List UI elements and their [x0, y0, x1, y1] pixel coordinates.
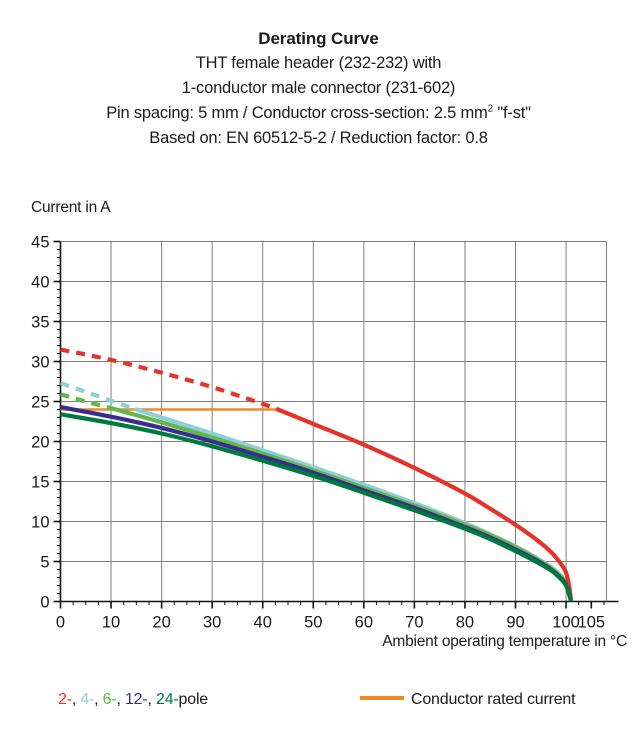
y-tick-label: 10	[31, 514, 49, 532]
legend-pole-2: 2-	[58, 691, 72, 708]
legend-pole-6: 6-	[102, 691, 117, 708]
title-line-2: THT female header (232-232) with	[195, 54, 442, 72]
y-tick-label: 25	[31, 394, 49, 412]
x-tick-label: 50	[304, 614, 322, 632]
y-tick-label: 40	[31, 274, 49, 292]
x-tick-label: 0	[56, 614, 65, 632]
chart-legend: 2-, 4-, 6-, 12-, 24-pole Conductor rated…	[0, 691, 637, 721]
y-tick-label: 30	[31, 354, 49, 372]
y-tick-label: 0	[40, 594, 49, 612]
series-dashed-segment	[60, 347, 279, 412]
legend-rated-current: Conductor rated current	[360, 691, 576, 709]
y-tick-label: 20	[31, 434, 49, 452]
series-dashed-segment	[60, 381, 138, 412]
title-line-4-superscript: 2	[487, 103, 494, 115]
legend-separator: ,	[116, 691, 125, 708]
page-title: Derating Curve	[258, 29, 379, 48]
series-2-pole	[60, 347, 574, 602]
title-line-4-suffix: "f-st"	[492, 104, 531, 122]
curves	[60, 347, 574, 602]
legend-poles: 2-, 4-, 6-, 12-, 24-pole	[58, 691, 208, 709]
legend-separator: ,	[147, 691, 157, 708]
y-tick-label: 15	[31, 474, 49, 492]
series-24-pole	[60, 412, 574, 602]
title-line-4: Pin spacing: 5 mm / Conductor cross-sect…	[0, 101, 637, 126]
x-tick-label: 70	[405, 614, 423, 632]
x-tick-label: 100	[552, 614, 580, 632]
x-axis-title: Ambient operating temperature in °C	[382, 633, 627, 650]
x-tick-label: 90	[506, 614, 524, 632]
derating-chart: 0 5 10 15 20 25 30 35 40 45 0 10 20 30 40 50 60 70 80 90 100…	[31, 234, 619, 632]
x-tick-label: 30	[203, 614, 221, 632]
x-tick-label: 40	[254, 614, 272, 632]
y-axis-title: Current in A	[31, 199, 111, 216]
series-solid-segment	[60, 412, 574, 602]
x-tick-label: 80	[456, 614, 474, 632]
series-dashed-segment	[60, 392, 117, 412]
legend-pole-24: 24-	[156, 691, 179, 708]
y-tick-label: 45	[31, 234, 49, 252]
y-tick-label: 5	[40, 554, 49, 572]
legend-rated-label: Conductor rated current	[411, 691, 576, 708]
legend-separator: ,	[71, 691, 81, 708]
title-line-4-text: Pin spacing: 5 mm / Conductor cross-sect…	[106, 104, 488, 122]
legend-separator: ,	[94, 691, 103, 708]
rated-current-swatch	[360, 696, 404, 701]
title-line-5: Based on: EN 60512-5-2 / Reduction facto…	[149, 129, 488, 147]
x-tick-label: 60	[355, 614, 373, 632]
y-tick-label: 35	[31, 314, 49, 332]
title-line-3: 1-conductor male connector (231-602)	[181, 79, 456, 97]
x-tick-label: 105	[578, 614, 606, 632]
legend-pole-4: 4-	[80, 691, 95, 708]
x-tick-label: 20	[152, 614, 170, 632]
x-tick-label: 10	[102, 614, 120, 632]
chart-title-block: Derating Curve THT female header (232-23…	[0, 26, 637, 151]
legend-poles-suffix: pole	[178, 691, 209, 708]
axes	[59, 241, 619, 603]
legend-pole-12: 12-	[124, 691, 148, 708]
y-axis-ticks: 0 5 10 15 20 25 30 35 40 45	[31, 234, 61, 612]
series-solid-segment	[275, 407, 574, 602]
